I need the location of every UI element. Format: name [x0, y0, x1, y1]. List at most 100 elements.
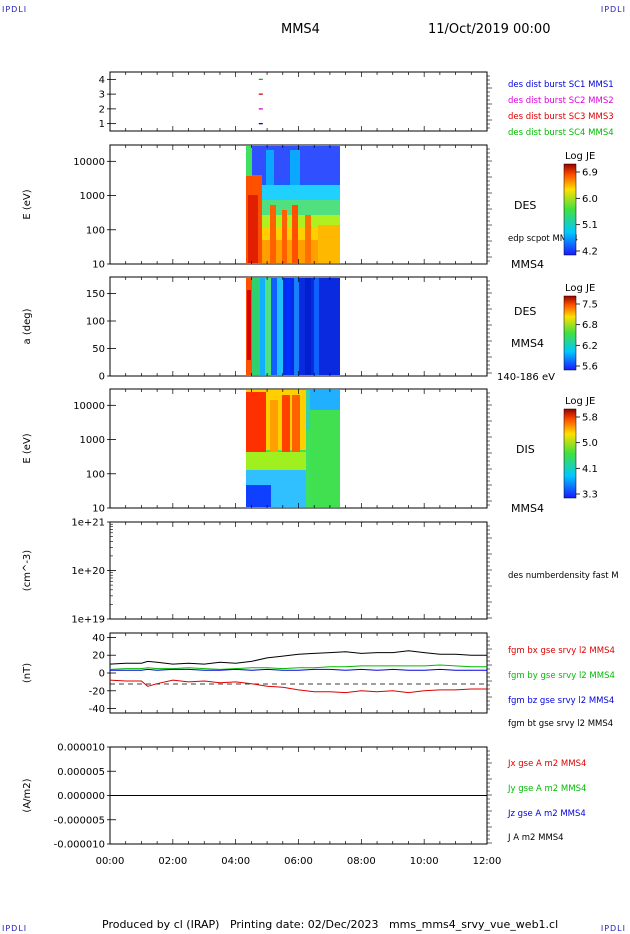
colorbar-tick-label: 4.2: [582, 247, 598, 258]
footer-credits: Produced by cl (IRAP) Printing date: 02/…: [102, 918, 559, 931]
y-tick-label: 10: [92, 504, 105, 515]
colorbar-tick-label: 5.6: [582, 362, 598, 373]
current-density-panel: -0.000010 -0.000005 0.000000 0.000005 0.0000…: [22, 743, 586, 868]
colorbar-tick-label: 6.0: [582, 194, 598, 205]
burst-panel: 1 2 3 4 des dist burst SC1 MMS1 des dist bur…: [99, 71, 614, 138]
y-tick-label: 150: [86, 289, 105, 300]
dis-energy-spectrogram: [246, 390, 340, 507]
colorbar-title: Log JE: [565, 396, 595, 407]
y-axis-label: (nT): [22, 663, 33, 683]
x-tick-label: 10:00: [410, 856, 439, 867]
y-tick-label: 50: [92, 344, 105, 355]
x-tick-label: 08:00: [347, 856, 376, 867]
des-pitch-panel: 0 50 100 150 a (deg) DES MMS4 140-186 eV Log J…: [22, 276, 598, 383]
dis-energy-panel: 10 100 1000 10000 E (eV) DIS MMS4 Log JE 5.8 5.…: [22, 388, 598, 515]
bfield-legend-entry: fgm by gse srvy l2 MMS4: [508, 671, 615, 681]
side-label: DES: [514, 199, 536, 212]
date-title: 11/Oct/2019 00:00: [428, 22, 551, 37]
burst-legend-entry: des dist burst SC4 MMS4: [508, 128, 614, 138]
bfield-frame: [109, 632, 488, 714]
colorbar-tick-label: 5.0: [582, 438, 598, 449]
y-axis-label: E (eV): [22, 433, 33, 463]
y-tick-label: 0.000000: [57, 791, 105, 802]
colorbar-tick-label: 5.1: [582, 220, 598, 231]
y-tick-label: 100: [86, 469, 105, 480]
colorbar-tick-label: 3.3: [582, 490, 598, 501]
colorbar-tick-label: 6.8: [582, 320, 598, 331]
colorbar-title: Log JE: [565, 283, 595, 294]
y-tick-label: 100: [86, 225, 105, 236]
side-label: MMS4: [511, 258, 544, 271]
colorbar-tick-label: 4.1: [582, 464, 598, 475]
current-legend-entry: Jy gse A m2 MMS4: [507, 784, 586, 794]
y-tick-label: 1e+21: [71, 518, 105, 529]
y-tick-label: 100: [86, 317, 105, 328]
x-tick-label: 12:00: [473, 856, 502, 867]
bfield-series-line: [110, 668, 487, 671]
side-label: edp scpot MMS4: [508, 234, 578, 244]
y-tick-label: 20: [92, 651, 105, 662]
side-label: MMS4: [511, 337, 544, 350]
des-pitch-spectrogram: [246, 278, 340, 375]
y-tick-label: 0: [99, 669, 105, 680]
bfield-legend-entry: fgm bt gse srvy l2 MMS4: [508, 719, 613, 729]
side-label: 140-186 eV: [497, 372, 555, 383]
magnetic-field-panel: -40 -20 0 20 40 (nT) fgm bx gse srvy l2 MMS4 f…: [22, 632, 615, 729]
y-axis-label: E (eV): [22, 189, 33, 219]
colorbar-tick-label: 6.2: [582, 341, 598, 352]
colorbar-tick-label: 6.9: [582, 168, 598, 179]
des-pitch-colorbar: [563, 295, 577, 371]
bfield-legend-entry: fgm bx gse srvy l2 MMS4: [508, 646, 615, 656]
density-legend-entry: des numberdensity fast M: [508, 571, 619, 581]
y-tick-label: -20: [89, 686, 105, 697]
x-tick-label: 02:00: [158, 856, 187, 867]
x-tick-label: 06:00: [284, 856, 313, 867]
y-tick-label: 1000: [80, 191, 105, 202]
y-axis-label: (A/m2): [22, 778, 33, 812]
corner-mark-bottom-left: IPDLI: [2, 924, 28, 933]
x-tick-label: 00:00: [96, 856, 125, 867]
y-axis-label: (cm^-3): [22, 550, 33, 591]
y-tick-label: 1: [99, 119, 105, 130]
y-tick-label: -0.000005: [54, 815, 105, 826]
density-frame: [109, 521, 488, 620]
bfield-series-line: [110, 679, 487, 694]
corner-mark-bottom-right: IPDLI: [600, 924, 626, 933]
y-tick-label: 3: [99, 90, 105, 101]
des-energy-spectrogram: [246, 146, 340, 263]
density-panel: 1e+19 1e+20 1e+21 (cm^-3) des numberdensity…: [22, 518, 619, 626]
y-tick-label: 0: [99, 372, 105, 383]
y-tick-label: 10: [92, 260, 105, 271]
burst-legend-entry: des dist burst SC3 MMS3: [508, 112, 614, 122]
y-tick-label: 2: [99, 104, 105, 115]
y-tick-label: 10000: [73, 157, 105, 168]
burst-legend-entry: des dist burst SC2 MMS2: [508, 96, 614, 106]
current-legend-entry: J A m2 MMS4: [507, 833, 564, 843]
burst-legend-entry: des dist burst SC1 MMS1: [508, 80, 614, 90]
y-tick-label: -0.000010: [54, 840, 105, 851]
current-legend-entry: Jx gse A m2 MMS4: [507, 759, 586, 769]
y-tick-label: -40: [89, 704, 105, 715]
des-energy-colorbar: [563, 163, 577, 256]
bfield-legend-entry: fgm bz gse srvy l2 MMS4: [508, 696, 614, 706]
y-tick-label: 0.000010: [57, 743, 105, 754]
y-tick-label: 1000: [80, 435, 105, 446]
current-legend-entry: Jz gse A m2 MMS4: [507, 809, 586, 819]
corner-mark-top-left: IPDLI: [2, 5, 28, 14]
bfield-series-line: [110, 650, 487, 665]
y-tick-label: 40: [92, 633, 105, 644]
y-tick-label: 4: [99, 75, 105, 86]
colorbar-title: Log JE: [565, 151, 595, 162]
burst-panel-frame: [109, 71, 488, 132]
spacecraft-title: MMS4: [281, 22, 320, 37]
side-label: DIS: [516, 443, 535, 456]
y-axis-label: a (deg): [22, 308, 33, 344]
y-tick-label: 0.000005: [57, 767, 105, 778]
colorbar-tick-label: 5.8: [582, 413, 598, 424]
corner-mark-top-right: IPDLI: [600, 5, 626, 14]
side-label: DES: [514, 305, 536, 318]
side-label: MMS4: [511, 502, 544, 515]
colorbar-tick-label: 7.5: [582, 300, 598, 311]
dis-energy-colorbar: [563, 408, 577, 499]
